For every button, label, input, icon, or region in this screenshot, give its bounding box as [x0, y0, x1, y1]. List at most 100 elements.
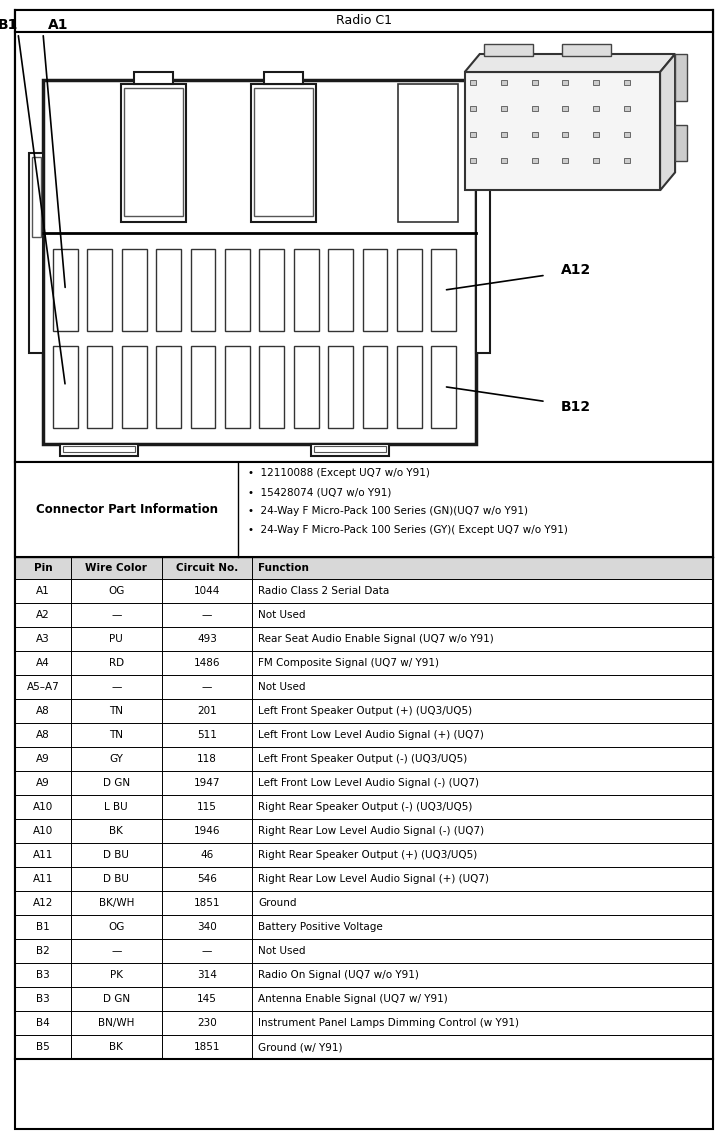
Text: Radio Class 2 Serial Data: Radio Class 2 Serial Data — [258, 586, 389, 596]
Bar — [250, 84, 316, 223]
Text: A12: A12 — [33, 898, 53, 908]
Bar — [259, 346, 284, 428]
Text: D BU: D BU — [103, 874, 129, 883]
Bar — [363, 249, 387, 331]
Bar — [32, 157, 41, 236]
Text: A1: A1 — [36, 586, 50, 596]
Text: Battery Positive Voltage: Battery Positive Voltage — [258, 922, 383, 932]
Text: B2: B2 — [36, 946, 50, 956]
Text: Right Rear Low Level Audio Signal (-) (UQ7): Right Rear Low Level Audio Signal (-) (U… — [258, 825, 484, 836]
Text: 201: 201 — [197, 706, 217, 716]
Bar — [563, 106, 569, 111]
Bar — [470, 106, 475, 111]
Bar — [563, 44, 612, 56]
Text: 230: 230 — [197, 1018, 217, 1028]
Bar — [563, 80, 569, 85]
Bar — [476, 152, 490, 352]
Bar — [122, 249, 146, 331]
Text: PK: PK — [110, 970, 123, 980]
Bar — [15, 747, 713, 771]
Text: OG: OG — [108, 922, 124, 932]
Text: A11: A11 — [33, 850, 53, 860]
Bar — [15, 868, 713, 891]
Text: —: — — [111, 609, 122, 620]
Bar — [122, 346, 146, 428]
Text: —: — — [202, 946, 212, 956]
Bar — [501, 106, 507, 111]
Bar — [593, 158, 599, 164]
Bar — [294, 249, 319, 331]
Polygon shape — [464, 53, 675, 72]
Bar — [15, 462, 713, 557]
Text: Connector Part Information: Connector Part Information — [36, 503, 218, 516]
Bar — [531, 158, 537, 164]
Text: 493: 493 — [197, 634, 217, 644]
Text: Right Rear Speaker Output (+) (UQ3/UQ5): Right Rear Speaker Output (+) (UQ3/UQ5) — [258, 850, 478, 860]
Bar — [15, 32, 713, 462]
Bar — [15, 10, 713, 32]
Bar — [328, 346, 353, 428]
Bar — [624, 158, 630, 164]
Text: B3: B3 — [36, 994, 50, 1004]
Text: Circuit No.: Circuit No. — [176, 563, 238, 573]
Text: •  24-Way F Micro-Pack 100 Series (GN)(UQ7 w/o Y91): • 24-Way F Micro-Pack 100 Series (GN)(UQ… — [248, 506, 529, 516]
Bar — [397, 249, 422, 331]
Text: 1044: 1044 — [194, 586, 220, 596]
Bar — [464, 72, 660, 190]
Text: A9: A9 — [36, 778, 50, 788]
Bar — [15, 891, 713, 915]
Text: Not Used: Not Used — [258, 682, 306, 692]
Text: Instrument Panel Lamps Dimming Control (w Y91): Instrument Panel Lamps Dimming Control (… — [258, 1018, 519, 1028]
Bar — [15, 1011, 713, 1035]
Bar — [15, 915, 713, 939]
Text: Pin: Pin — [33, 563, 52, 573]
Bar — [593, 80, 599, 85]
Bar — [484, 44, 533, 56]
Text: Ground (w/ Y91): Ground (w/ Y91) — [258, 1041, 343, 1052]
Text: Rear Seat Audio Enable Signal (UQ7 w/o Y91): Rear Seat Audio Enable Signal (UQ7 w/o Y… — [258, 634, 494, 644]
Text: B4: B4 — [36, 1018, 50, 1028]
Text: OG: OG — [108, 586, 124, 596]
Text: —: — — [202, 609, 212, 620]
Text: A12: A12 — [561, 263, 591, 277]
Text: Wire Color: Wire Color — [85, 563, 147, 573]
Text: •  24-Way F Micro-Pack 100 Series (GY)( Except UQ7 w/o Y91): • 24-Way F Micro-Pack 100 Series (GY)( E… — [248, 525, 569, 536]
Text: 546: 546 — [197, 874, 217, 883]
Text: Radio On Signal (UQ7 w/o Y91): Radio On Signal (UQ7 w/o Y91) — [258, 970, 419, 980]
Text: 340: 340 — [197, 922, 217, 932]
Bar — [675, 53, 687, 101]
Text: 511: 511 — [197, 730, 217, 740]
Bar — [470, 80, 475, 85]
Bar — [531, 132, 537, 138]
Text: A9: A9 — [36, 754, 50, 764]
Text: B12: B12 — [561, 399, 591, 414]
Text: A1: A1 — [48, 18, 68, 32]
Bar — [470, 132, 475, 138]
Bar — [225, 249, 250, 331]
Text: TN: TN — [109, 706, 123, 716]
Bar — [87, 249, 112, 331]
Bar — [43, 80, 476, 445]
Polygon shape — [660, 53, 675, 190]
Text: A2: A2 — [36, 609, 50, 620]
Bar — [432, 249, 456, 331]
Bar — [15, 603, 713, 626]
Bar — [563, 158, 569, 164]
Bar — [501, 132, 507, 138]
Bar — [398, 84, 459, 223]
Text: Left Front Low Level Audio Signal (+) (UQ7): Left Front Low Level Audio Signal (+) (U… — [258, 730, 484, 740]
Bar — [254, 88, 312, 216]
Text: Function: Function — [258, 563, 309, 573]
Bar — [624, 80, 630, 85]
Text: Right Rear Low Level Audio Signal (+) (UQ7): Right Rear Low Level Audio Signal (+) (U… — [258, 874, 489, 883]
Text: A8: A8 — [36, 730, 50, 740]
Text: Left Front Low Level Audio Signal (-) (UQ7): Left Front Low Level Audio Signal (-) (U… — [258, 778, 479, 788]
Bar — [29, 152, 43, 352]
Text: L BU: L BU — [104, 802, 128, 812]
Text: BN/WH: BN/WH — [98, 1018, 135, 1028]
Text: A8: A8 — [36, 706, 50, 716]
Bar — [314, 446, 387, 453]
Bar — [157, 346, 181, 428]
Text: GY: GY — [109, 754, 123, 764]
Bar — [53, 346, 78, 428]
